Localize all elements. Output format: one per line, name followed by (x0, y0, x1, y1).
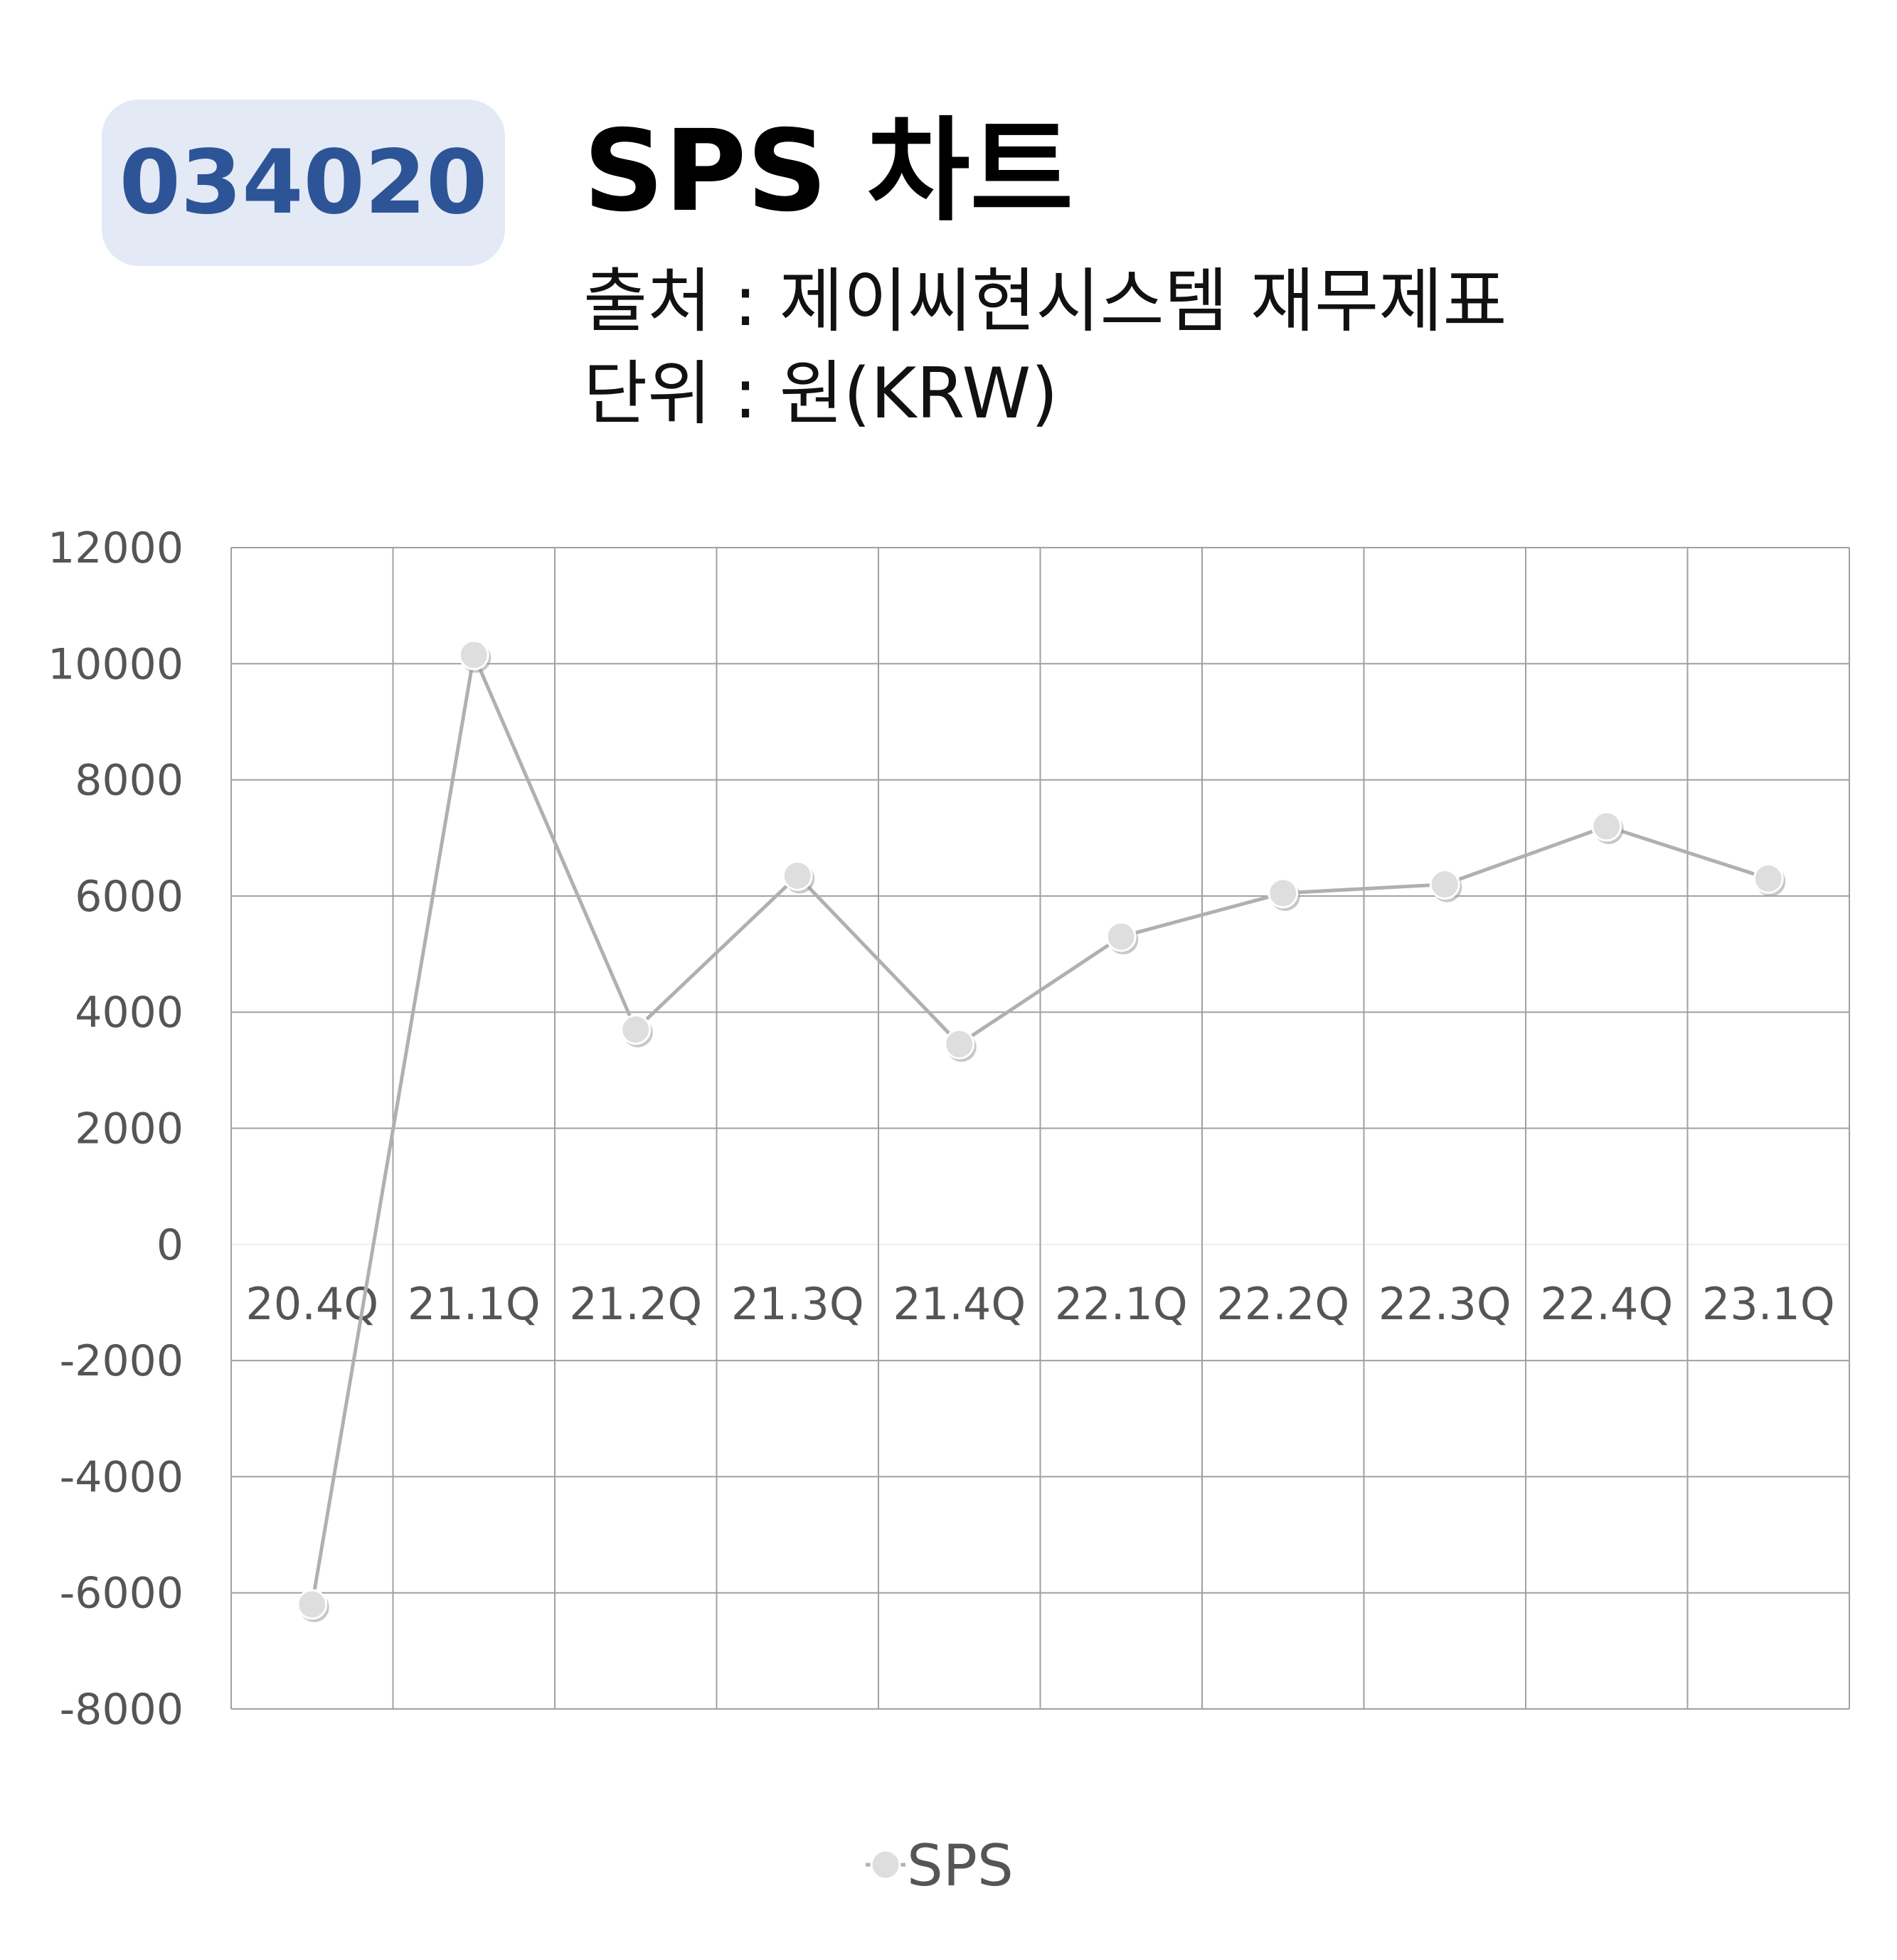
y-tick-label: 12000 (48, 523, 184, 573)
data-point (1591, 811, 1622, 842)
series-sps (297, 639, 1786, 1623)
data-point (1268, 878, 1299, 909)
x-axis: 20.4Q 21.1Q 21.2Q 21.3Q 21.4Q 22.1Q 22.2Q 22.3Q… (245, 1278, 1834, 1330)
data-point (297, 1589, 328, 1620)
y-tick-label: 10000 (48, 639, 184, 689)
data-point (1429, 869, 1460, 900)
y-tick-label: 2000 (75, 1104, 184, 1154)
data-point (1105, 921, 1137, 952)
data-point (1753, 863, 1784, 894)
x-tick-label: 21.3Q (731, 1278, 864, 1330)
x-tick-label: 21.4Q (893, 1278, 1026, 1330)
y-tick-label: -2000 (60, 1336, 184, 1386)
source-label: 출처 : 제이씨현시스템 재무제표 (583, 261, 1507, 342)
y-tick-label: 6000 (75, 872, 184, 922)
chart-grid (230, 547, 1850, 1710)
x-tick-label: 21.1Q (408, 1278, 541, 1330)
x-tick-label: 22.3Q (1378, 1278, 1511, 1330)
y-tick-label: -4000 (60, 1452, 184, 1502)
x-tick-label: 21.2Q (569, 1278, 702, 1330)
chart-title: SPS 차트 (583, 106, 1074, 237)
data-point (620, 1014, 652, 1045)
data-point (782, 860, 813, 891)
x-tick-label: 20.4Q (245, 1278, 378, 1330)
x-tick-label: 23.1Q (1702, 1278, 1835, 1330)
data-point (458, 639, 489, 671)
y-tick-label: 0 (156, 1220, 184, 1270)
y-tick-label: -8000 (60, 1685, 184, 1735)
ticker-badge: 034020 (102, 100, 505, 266)
x-tick-label: 22.4Q (1540, 1278, 1673, 1330)
y-tick-label: -6000 (60, 1569, 184, 1619)
series-line (310, 649, 1770, 1605)
y-tick-label: 8000 (75, 756, 184, 806)
y-tick-label: 4000 (75, 988, 184, 1038)
unit-label: 단위 : 원(KRW) (583, 353, 1058, 435)
x-tick-label: 22.1Q (1055, 1278, 1188, 1330)
legend: SPS (866, 1833, 1014, 1899)
y-axis: 12000 10000 8000 6000 4000 2000 0 -2000 -4000 -60… (48, 523, 184, 1735)
legend-marker (870, 1849, 901, 1880)
data-point (944, 1028, 975, 1060)
legend-label: SPS (907, 1833, 1014, 1899)
x-tick-label: 22.2Q (1216, 1278, 1349, 1330)
